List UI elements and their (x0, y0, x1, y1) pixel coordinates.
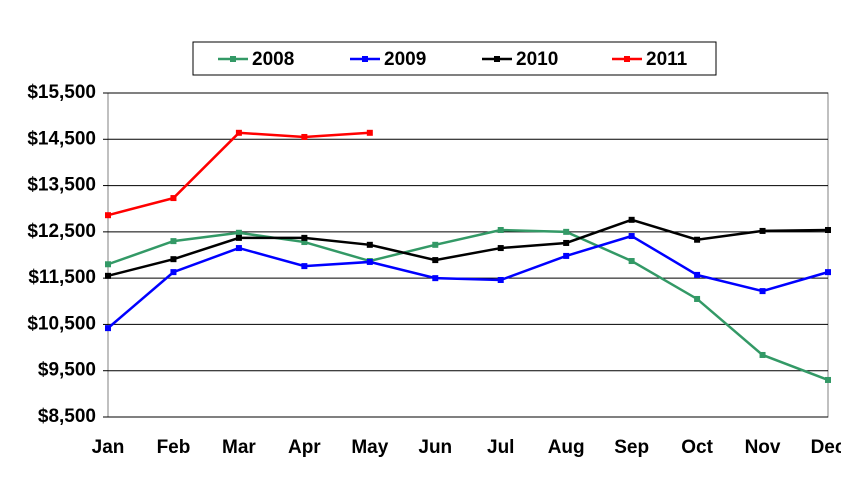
point-marker (170, 256, 177, 263)
point-marker (105, 212, 111, 219)
x-tick-label: Apr (288, 437, 321, 458)
point-marker (105, 261, 111, 268)
point-marker (628, 258, 635, 265)
point-marker (694, 295, 701, 302)
y-tick-label: $14,500 (27, 128, 96, 149)
point-marker (694, 271, 701, 278)
point-marker (759, 227, 766, 234)
point-marker (235, 245, 242, 252)
legend-label: 2008 (252, 49, 294, 70)
point-marker (170, 195, 177, 202)
legend-marker (230, 56, 236, 62)
point-marker (432, 257, 439, 264)
point-marker (563, 252, 570, 259)
point-marker (170, 269, 177, 276)
x-tick-label: Dec (811, 437, 841, 458)
point-marker (105, 325, 111, 332)
point-marker (366, 241, 373, 248)
point-marker (628, 216, 635, 223)
point-marker (694, 236, 701, 243)
x-tick-label: Aug (548, 437, 585, 458)
point-marker (366, 258, 373, 265)
x-tick-label: Oct (681, 437, 713, 458)
point-marker (563, 239, 570, 246)
point-marker (825, 269, 831, 276)
x-tick-label: Sep (614, 437, 649, 458)
legend-marker (362, 56, 368, 62)
y-tick-label: $9,500 (38, 360, 96, 381)
legend-label: 2011 (646, 49, 688, 70)
point-marker (759, 351, 766, 358)
point-marker (301, 133, 308, 140)
point-marker (825, 227, 831, 234)
point-marker (366, 129, 373, 136)
legend-label: 2009 (384, 49, 426, 70)
point-marker (235, 234, 242, 241)
point-marker (170, 238, 177, 245)
point-marker (432, 241, 439, 248)
x-tick-label: Jul (487, 437, 514, 458)
point-marker (105, 272, 111, 279)
y-tick-label: $13,500 (27, 175, 96, 196)
series-line (107, 228, 829, 382)
point-marker (563, 228, 570, 235)
series-line (107, 218, 829, 278)
x-tick-label: Nov (745, 437, 781, 458)
x-tick-label: Mar (222, 437, 256, 458)
point-marker (301, 234, 308, 241)
point-marker (301, 263, 308, 270)
y-tick-label: $10,500 (27, 313, 96, 334)
x-tick-label: Feb (157, 437, 191, 458)
legend-marker (624, 56, 630, 62)
point-marker (235, 229, 242, 236)
x-tick-label: May (351, 437, 388, 458)
point-marker (497, 276, 504, 283)
point-marker (432, 275, 439, 282)
point-marker (825, 376, 831, 383)
x-tick-label: Jun (418, 437, 452, 458)
point-marker (628, 233, 635, 240)
point-marker (497, 245, 504, 252)
x-tick-label: Jan (92, 437, 125, 458)
point-marker (759, 288, 766, 295)
series-line (107, 234, 829, 330)
y-tick-label: $15,500 (27, 82, 96, 103)
y-tick-label: $11,500 (28, 267, 96, 288)
point-marker (235, 129, 242, 136)
y-tick-label: $12,500 (27, 221, 96, 242)
point-marker (497, 227, 504, 234)
point-marker (301, 239, 308, 246)
legend-marker (494, 56, 500, 62)
legend-label: 2010 (516, 49, 558, 70)
y-tick-label: $8,500 (38, 406, 96, 427)
